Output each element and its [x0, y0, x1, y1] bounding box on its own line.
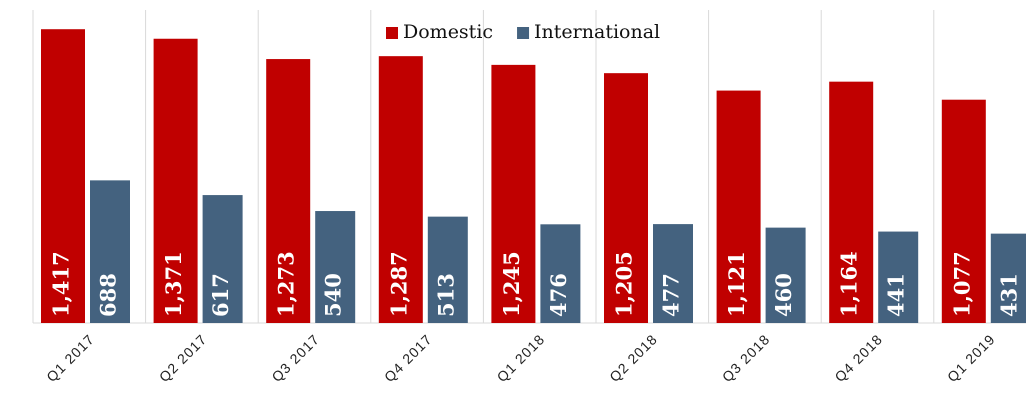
bar — [716, 90, 761, 323]
value-label: 1,077 — [949, 251, 974, 317]
value-label: 540 — [321, 273, 346, 317]
x-tick-label: Q2 2017 — [156, 331, 210, 385]
value-label: 460 — [771, 273, 796, 317]
value-label: 476 — [546, 273, 571, 317]
value-label: 1,121 — [724, 251, 749, 317]
x-tick-label: Q3 2018 — [719, 331, 773, 385]
x-tick-label: Q1 2018 — [494, 331, 548, 385]
bar — [765, 227, 806, 323]
bar — [202, 195, 243, 323]
x-tick-label: Q1 2017 — [43, 331, 97, 385]
value-label: 1,371 — [161, 251, 186, 317]
x-tick-label: Q4 2017 — [381, 331, 435, 385]
value-label: 441 — [884, 273, 909, 317]
x-tick-label: Q3 2017 — [268, 331, 322, 385]
bar — [941, 99, 986, 324]
value-label: 1,205 — [612, 251, 637, 317]
bar — [378, 56, 423, 324]
bar — [604, 73, 648, 323]
value-label: 1,245 — [499, 251, 524, 317]
bar — [315, 211, 356, 323]
value-label: 1,417 — [49, 251, 74, 317]
bar — [41, 29, 85, 323]
legend-swatch — [517, 27, 530, 39]
legend-swatch — [386, 27, 398, 39]
value-label: 513 — [433, 273, 458, 317]
value-label: 617 — [208, 273, 233, 317]
legend-label: Domestic — [403, 21, 493, 43]
x-tick-label: Q2 2018 — [606, 331, 660, 385]
bar — [829, 81, 874, 323]
bar — [540, 224, 581, 323]
bar — [153, 38, 198, 323]
value-label: 1,287 — [386, 251, 411, 317]
bar — [427, 216, 468, 323]
value-label: 1,164 — [837, 251, 862, 317]
x-tick-label: Q1 2019 — [944, 331, 998, 385]
legend-label: International — [534, 21, 660, 43]
bar — [653, 224, 693, 323]
value-label: 477 — [659, 273, 684, 317]
bar — [266, 59, 311, 323]
bar — [990, 233, 1026, 323]
value-label: 1,273 — [274, 251, 299, 317]
value-label: 431 — [996, 273, 1021, 317]
value-label: 688 — [96, 273, 121, 317]
bar — [878, 231, 919, 323]
x-tick-label: Q4 2018 — [831, 331, 885, 385]
bar — [491, 64, 536, 324]
bar — [90, 180, 130, 323]
